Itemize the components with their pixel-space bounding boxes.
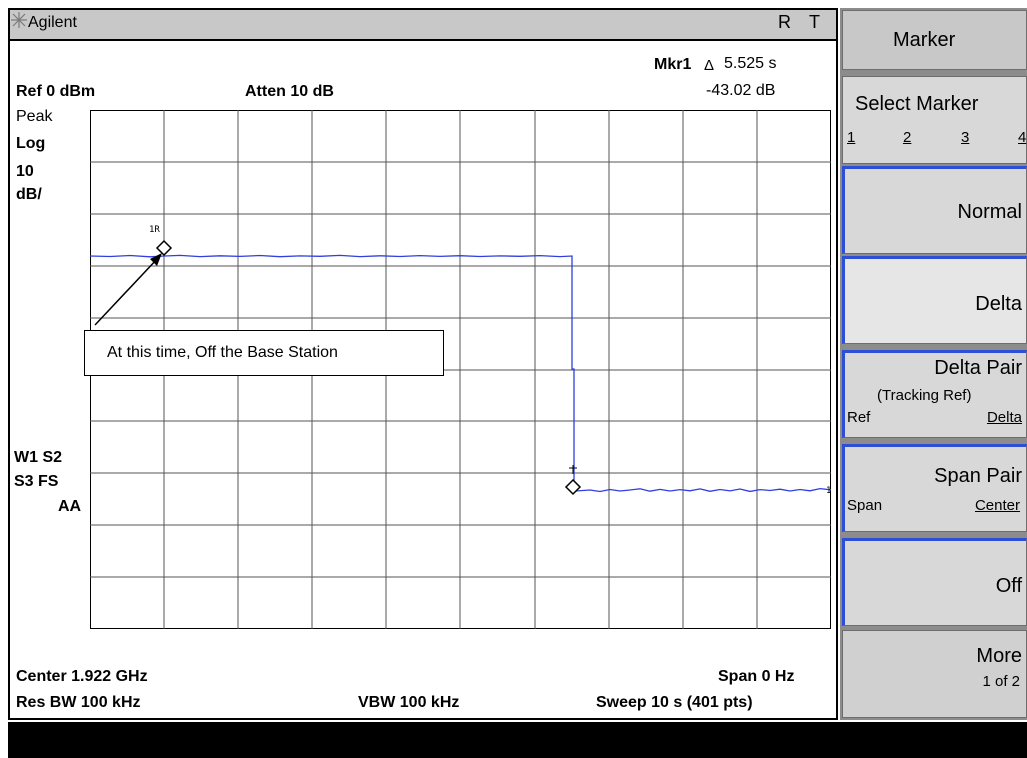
marker-option-2: 2 <box>903 129 912 146</box>
scale-unit-label: dB/ <box>16 186 42 203</box>
scale-value-label: 10 <box>16 163 34 180</box>
normal-key[interactable]: Normal <box>842 166 1027 254</box>
scale-type-label: Log <box>16 135 46 152</box>
arrow-head-icon <box>150 253 162 266</box>
off-label: Off <box>995 575 1022 597</box>
w1s2-label: W1 S2 <box>14 449 63 466</box>
span-pair-span: Span <box>847 497 883 514</box>
menu-title: Marker <box>842 10 1027 70</box>
annotation-text: At this time, Off the Base Station <box>107 344 338 361</box>
sweep-time: Sweep 10 s (401 pts) <box>596 694 753 711</box>
trace-line <box>90 254 831 493</box>
annotation-box: At this time, Off the Base Station <box>84 330 444 376</box>
select-marker-key[interactable]: Select Marker 1 2 3 4 <box>842 76 1027 164</box>
status-r: R <box>778 12 791 32</box>
span-pair-key[interactable]: Span Pair Span Center <box>842 444 1027 532</box>
delta-marker-label: 1 <box>826 486 832 496</box>
detector-label: Peak <box>16 108 53 125</box>
status-line <box>8 722 1027 758</box>
center-frequency: Center 1.922 GHz <box>16 668 148 685</box>
normal-label: Normal <box>957 201 1022 223</box>
aa-label: AA <box>58 498 82 515</box>
span-pair-center: Center <box>974 497 1020 514</box>
delta-pair-label: Delta Pair <box>934 357 1022 379</box>
delta-symbol: Δ <box>704 57 715 74</box>
brand-name: Agilent <box>28 14 77 31</box>
annotation-arrow <box>94 257 159 326</box>
marker-level: -43.02 dB <box>706 82 776 99</box>
ref-marker-label: 1R <box>149 225 160 235</box>
span-pair-label: Span Pair <box>934 465 1022 487</box>
marker-option-3: 3 <box>961 129 970 146</box>
attenuation: Atten 10 dB <box>245 83 334 100</box>
title-bar <box>8 8 838 41</box>
delta-key[interactable]: Delta <box>842 256 1027 344</box>
marker-time: 5.525 s <box>724 55 777 72</box>
select-marker-label: Select Marker <box>855 93 979 115</box>
delta-label: Delta <box>975 293 1022 315</box>
delta-pair-delta: Delta <box>986 409 1022 426</box>
delta-marker-icon <box>564 478 582 496</box>
delta-pair-key[interactable]: Delta Pair (Tracking Ref) Ref Delta <box>842 350 1027 438</box>
more-key[interactable]: More 1 of 2 <box>842 630 1027 718</box>
delta-pair-ref: Ref <box>847 409 871 426</box>
marker-option-4: 4 <box>1018 129 1027 146</box>
status-t: T <box>809 12 820 32</box>
res-bw: Res BW 100 kHz <box>16 694 141 711</box>
more-label: More <box>976 645 1022 667</box>
more-page: 1 of 2 <box>982 673 1020 690</box>
marker-label: Mkr1 <box>654 56 692 73</box>
delta-pair-subtitle: (Tracking Ref) <box>877 387 972 404</box>
agilent-logo-icon <box>11 12 27 28</box>
s3fs-label: S3 FS <box>14 473 59 490</box>
marker-option-1: 1 <box>847 129 856 146</box>
off-key[interactable]: Off <box>842 538 1027 626</box>
reference-marker-icon <box>155 239 173 257</box>
vbw: VBW 100 kHz <box>358 694 460 711</box>
ref-level: Ref 0 dBm <box>16 83 96 100</box>
span-value: Span 0 Hz <box>718 668 795 685</box>
